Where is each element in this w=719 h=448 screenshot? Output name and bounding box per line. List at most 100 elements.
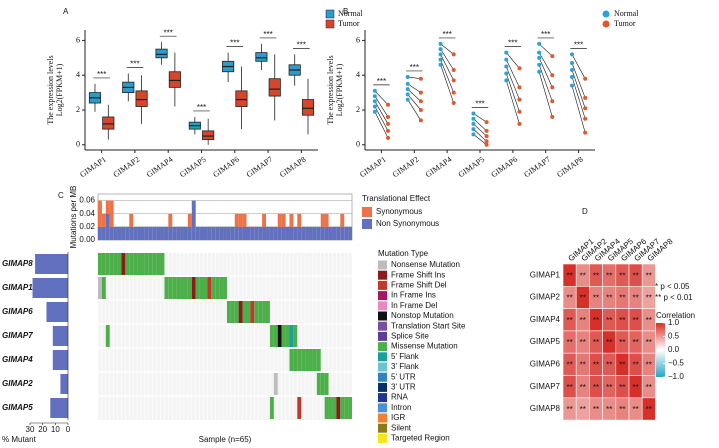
- mutation-cell: [285, 325, 290, 347]
- y-tick-label: 6: [356, 35, 360, 44]
- tmb-bar: [277, 213, 282, 227]
- tmb-bar: [105, 213, 110, 240]
- tmb-bar: [250, 226, 255, 240]
- pair-line: [538, 64, 553, 102]
- sig-label: ***: [130, 60, 139, 69]
- tmb-bar: [152, 226, 157, 240]
- mutation-cell: [180, 277, 184, 299]
- x-tick-label: 10: [51, 425, 60, 434]
- pair-line: [538, 43, 553, 57]
- cell-label: **: [632, 360, 638, 369]
- point: [386, 114, 390, 119]
- tmb-bar: [101, 213, 106, 227]
- tmb-bar: [207, 226, 212, 240]
- percent-bar: [52, 326, 68, 346]
- tmb-bar: [340, 226, 345, 240]
- colorbar-tick-label: 0.5: [668, 332, 680, 341]
- row-label: GIMAP1: [530, 270, 561, 279]
- row-label: GIMAP4: [530, 315, 561, 324]
- x-axis-label: % Mutant: [2, 435, 37, 444]
- mutation-cell: [301, 349, 306, 371]
- point: [504, 50, 509, 55]
- tmb-bar: [219, 226, 224, 240]
- tmb-bar: [176, 226, 181, 240]
- pair-line: [374, 106, 389, 132]
- x-tick-label: GIMAP7: [245, 155, 275, 179]
- cell-label: **: [593, 338, 599, 347]
- tmb-bar: [262, 213, 267, 227]
- y-tick-label: 2: [356, 105, 360, 114]
- mutation-cell: [332, 397, 337, 419]
- mutation-cell: [254, 301, 259, 323]
- point: [418, 118, 423, 123]
- sig-label: ***: [230, 39, 239, 48]
- point: [550, 54, 555, 59]
- legend-label: Normal: [338, 9, 363, 18]
- mutation-cell: [250, 301, 255, 323]
- x-tick-label: GIMAP6: [211, 155, 241, 179]
- legend-swatch: [378, 311, 387, 321]
- sig-label: ***: [508, 39, 517, 48]
- legend-swatch: [378, 280, 387, 290]
- cell-label: **: [580, 338, 586, 347]
- sig-label: ***: [197, 103, 206, 112]
- tmb-bar: [180, 226, 184, 240]
- point: [451, 90, 456, 95]
- tmb-bar: [324, 226, 329, 240]
- cell-label: **: [632, 383, 638, 392]
- tmb-bar: [168, 226, 173, 240]
- point: [418, 108, 423, 112]
- legend-label: In Frame Del: [391, 301, 437, 310]
- mutation-cell: [144, 253, 149, 275]
- point: [471, 132, 476, 137]
- mutation-cell: [101, 253, 106, 275]
- point: [570, 83, 574, 88]
- sig-label: ***: [377, 77, 386, 86]
- colorbar-tick-label: −0.5: [668, 359, 684, 368]
- sig-label: ***: [97, 70, 106, 79]
- mutation-cell: [273, 325, 278, 347]
- legend-label: Tumor: [614, 19, 636, 28]
- mutation-cell: [230, 301, 235, 323]
- mutation-cell: [266, 301, 270, 323]
- colorbar-title: Correlation: [656, 311, 695, 320]
- mutation-cell: [293, 325, 298, 347]
- point: [484, 120, 489, 125]
- y-axis-label: Log2(FPKM+1): [55, 63, 64, 116]
- tmb-bar: [281, 226, 286, 240]
- panel-label: C: [58, 191, 64, 200]
- mutation-cell: [336, 397, 341, 419]
- tmb-bar: [312, 226, 317, 240]
- mutation-cell: [199, 277, 204, 299]
- legend-label: 5' Flank: [391, 352, 420, 361]
- mutation-cell: [312, 349, 317, 371]
- tmb-bar: [98, 226, 102, 240]
- legend-swatch: [362, 207, 372, 217]
- pair-line: [374, 90, 389, 105]
- pair-line: [473, 113, 487, 123]
- mutation-cell: [137, 253, 141, 275]
- x-tick-label: GIMAP8: [278, 155, 308, 179]
- pair-line: [473, 128, 487, 142]
- cell-label: **: [580, 360, 586, 369]
- point: [372, 94, 377, 99]
- legend-swatch: [378, 342, 387, 352]
- legend-swatch: [362, 219, 372, 229]
- mutation-cell: [277, 325, 282, 347]
- tmb-bar: [195, 226, 200, 240]
- tmb-bar: [148, 226, 153, 240]
- sig-label: ***: [297, 40, 306, 49]
- mutation-cell: [98, 277, 102, 299]
- point: [438, 47, 443, 52]
- mutation-cell: [187, 277, 192, 299]
- legend-swatch: [602, 20, 610, 28]
- cell-label: **: [566, 338, 572, 347]
- mutation-cell: [269, 325, 274, 347]
- mutation-cell: [183, 277, 188, 299]
- tmb-bar: [125, 226, 130, 240]
- legend-label: Targeted Region: [391, 434, 450, 443]
- tmb-bar: [309, 226, 313, 240]
- cell-label: **: [593, 271, 599, 280]
- tmb-bar: [293, 226, 298, 240]
